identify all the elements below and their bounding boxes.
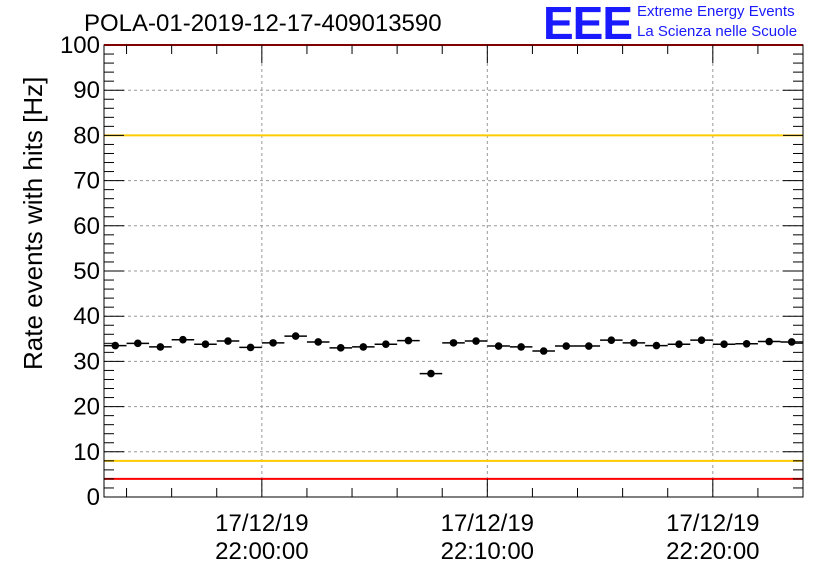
- y-tick-label: 30: [73, 348, 100, 375]
- data-point: [787, 338, 796, 346]
- data-point: [472, 337, 480, 345]
- data-points: [104, 332, 803, 378]
- y-tick-label: 90: [73, 77, 100, 104]
- data-point: [359, 343, 368, 351]
- grid: [104, 45, 803, 497]
- data-point: [382, 340, 390, 349]
- y-tick-label: 40: [73, 303, 100, 330]
- data-point: [765, 337, 773, 346]
- data-point: [156, 343, 165, 351]
- logo-line-1: Extreme Energy Events: [637, 3, 795, 20]
- x-tick-label-time: 22:20:00: [666, 538, 759, 565]
- y-tick-label: 100: [60, 32, 100, 59]
- data-point: [584, 342, 593, 350]
- logo-line-2: La Scienza nelle Scuole: [637, 23, 798, 40]
- data-point: [675, 340, 683, 349]
- data-point: [134, 339, 142, 348]
- data-point: [539, 347, 548, 355]
- y-tick-label: 0: [87, 484, 100, 511]
- data-point: [201, 340, 210, 349]
- x-tick-labels: 17/12/1922:00:0017/12/1922:10:0017/12/19…: [215, 510, 759, 565]
- reference-lines: [104, 44, 803, 480]
- x-tick-label-date: 17/12/19: [441, 510, 534, 537]
- data-point: [607, 336, 616, 344]
- y-tick-label: 20: [73, 394, 100, 421]
- data-point: [697, 336, 706, 344]
- y-tick-label: 60: [73, 213, 100, 240]
- y-tick-label: 50: [73, 258, 100, 285]
- y-tick-labels: 0 10 20 30 40 50 60 70 80 90 100: [60, 32, 100, 511]
- x-tick-label-time: 22:10:00: [441, 538, 534, 565]
- chart-title: POLA-01-2019-12-17-409013590: [84, 10, 442, 37]
- data-point: [720, 340, 728, 349]
- data-point: [336, 344, 345, 352]
- data-point: [291, 332, 300, 340]
- y-tick-label: 10: [73, 439, 100, 466]
- data-point: [314, 338, 323, 346]
- axis-ticks: [104, 44, 803, 498]
- x-tick-label-date: 17/12/19: [215, 510, 308, 537]
- x-tick-label-time: 22:00:00: [215, 538, 308, 565]
- data-point: [269, 339, 277, 347]
- data-point: [246, 343, 255, 352]
- y-axis-label: Rate events with hits [Hz]: [18, 76, 48, 370]
- data-point: [494, 342, 503, 350]
- data-point: [630, 339, 638, 347]
- data-point: [517, 343, 525, 351]
- data-point: [742, 339, 751, 348]
- data-point: [562, 342, 571, 350]
- data-point: [427, 369, 435, 378]
- y-tick-label: 70: [73, 168, 100, 195]
- eee-logo: EEE: [543, 0, 633, 49]
- x-tick-label-date: 17/12/19: [666, 510, 759, 537]
- y-tick-label: 80: [73, 122, 100, 149]
- data-point: [449, 339, 458, 347]
- data-point: [652, 341, 661, 350]
- data-point: [179, 335, 187, 344]
- data-point: [404, 336, 413, 345]
- data-point: [224, 337, 232, 345]
